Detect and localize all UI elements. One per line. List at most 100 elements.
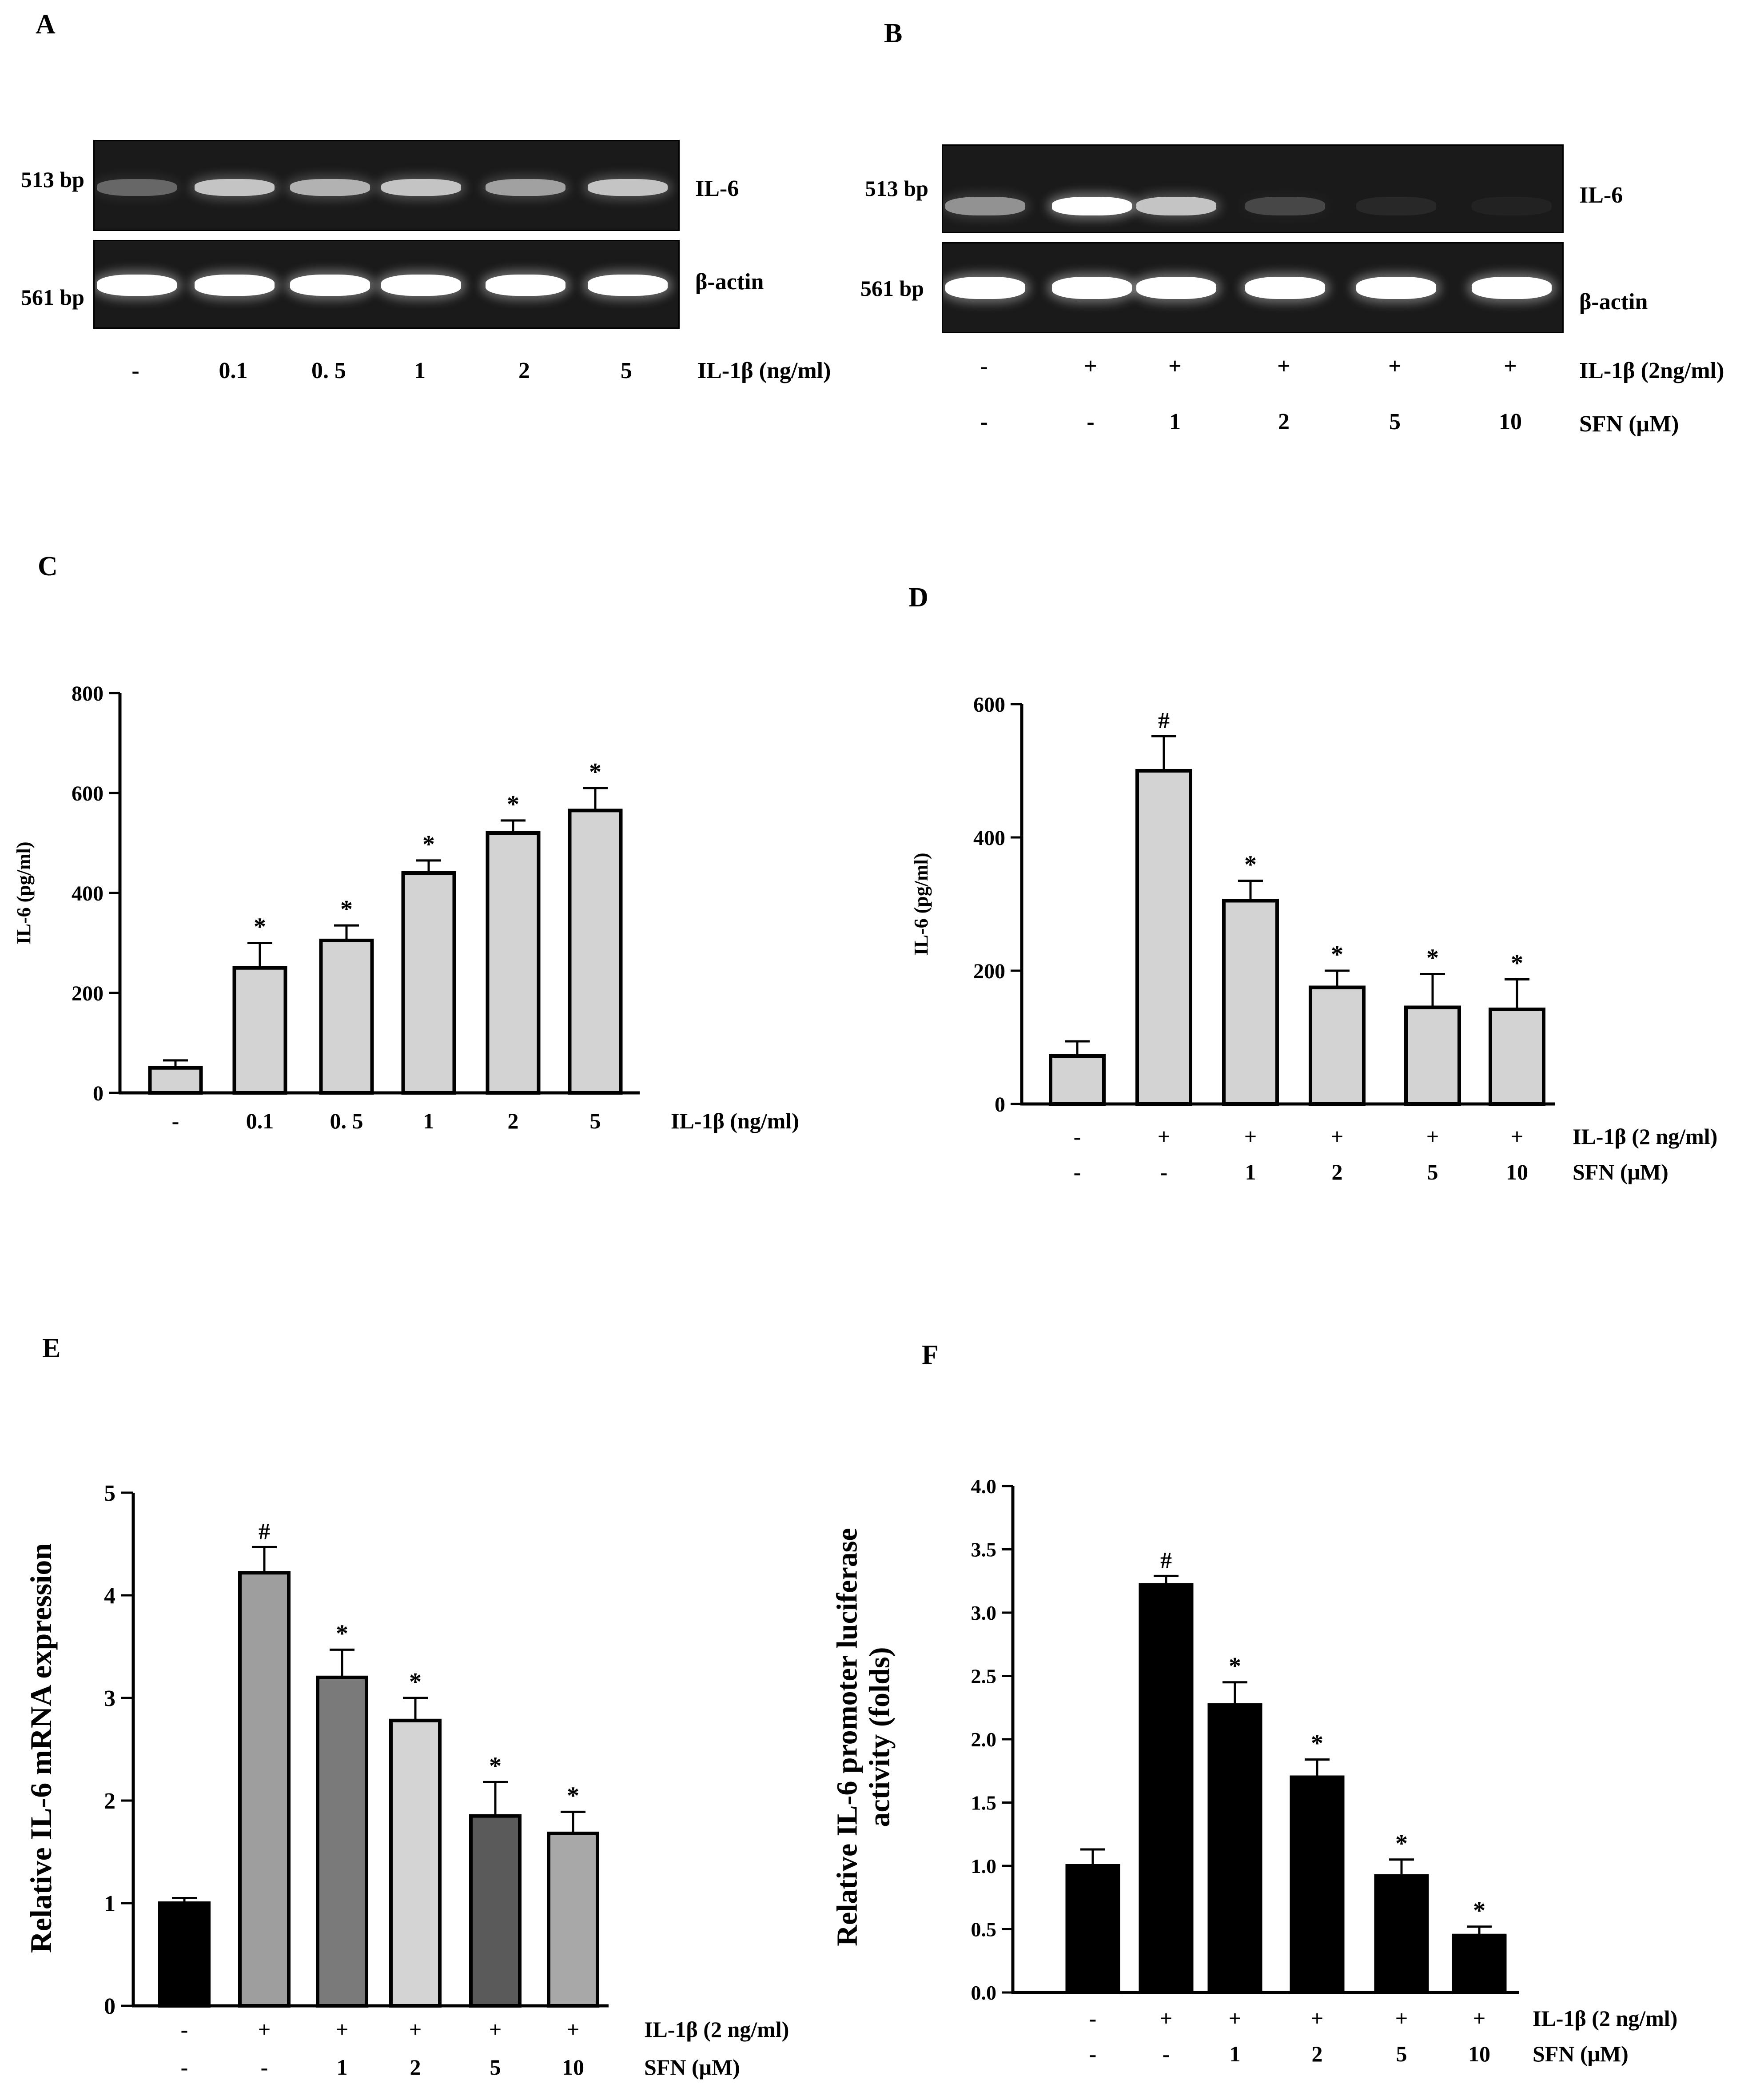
category-label: 1	[337, 2055, 348, 2080]
gel-band-b-il6-3	[1136, 197, 1216, 215]
y-tick-label: 2.0	[971, 1728, 997, 1751]
significance-marker: *	[1473, 1897, 1485, 1925]
lane-label-b-row2-1: -	[980, 409, 988, 434]
category-label: +	[489, 2017, 502, 2042]
gel-image-b-il6	[942, 144, 1564, 233]
bar	[1207, 1703, 1262, 1995]
bar	[1290, 1775, 1345, 1994]
bar	[1489, 1008, 1545, 1106]
gel-band-a-il6-5	[486, 179, 565, 196]
category-label: +	[336, 2017, 349, 2042]
band-size-label-a-actin: 561 bp	[20, 285, 84, 310]
gel-image-b-actin	[942, 242, 1564, 333]
category-label: 5	[1396, 2041, 1407, 2066]
gel-band-a-il6-2	[195, 179, 275, 196]
significance-marker: *	[489, 1752, 502, 1780]
y-tick-label: 0	[104, 1994, 115, 2019]
y-tick-label: 3	[104, 1686, 115, 1711]
category-label: -	[1163, 2041, 1170, 2066]
lane-label-a-6: 5	[621, 358, 632, 383]
bar	[1309, 985, 1366, 1106]
significance-marker: *	[1511, 950, 1523, 977]
gel-band-a-actin-6	[588, 275, 668, 296]
significance-marker: *	[422, 831, 435, 858]
band-size-label-a-il6: 513 bp	[20, 167, 84, 192]
lane-label-a-2: 0.1	[219, 358, 248, 383]
category-label: +	[1511, 1124, 1524, 1149]
significance-marker: *	[340, 896, 353, 923]
category-label: 10	[1468, 2041, 1490, 2066]
gel-band-b-actin-3	[1136, 277, 1216, 299]
bar	[1135, 769, 1192, 1106]
lane-label-b-row2-6: 10	[1499, 409, 1522, 434]
gel-band-a-il6-3	[290, 179, 370, 196]
gel-band-a-il6-4	[381, 179, 461, 196]
gel-band-b-actin-2	[1052, 277, 1132, 299]
gel-band-a-actin-2	[195, 275, 275, 296]
bar	[238, 1571, 291, 2008]
gel-band-b-actin-6	[1472, 277, 1552, 299]
panel-letter-c: C	[38, 551, 58, 582]
gel-band-a-il6-6	[588, 179, 668, 196]
significance-marker: *	[1229, 1653, 1241, 1680]
gel-band-a-actin-5	[486, 275, 565, 296]
category-label: 10	[562, 2055, 584, 2080]
significance-marker: #	[1158, 708, 1170, 733]
y-tick-label: 200	[973, 960, 1005, 983]
gel-band-b-actin-5	[1356, 277, 1436, 299]
y-axis-label: Relative IL-6 promoter luciferase	[831, 1528, 864, 1946]
category-label: -	[1089, 2041, 1097, 2066]
y-tick-label: 1	[104, 1891, 115, 1917]
category-label: 5	[1427, 1160, 1438, 1184]
chart-panel-c: C 0 200 400 600 800 IL-6 (pg/ml) * * * * * - 0.1 0. 5 1…	[13, 551, 799, 1133]
gel-band-b-il6-6	[1472, 197, 1552, 215]
lane-label-a-5: 2	[518, 358, 530, 383]
lane-label-b-row2-5: 5	[1389, 409, 1401, 434]
chart-panel-f: F 0.0 0.5 1.0 1.5 2.0 2.5 3.0 3.5 4.0 Relative IL-…	[831, 1340, 1678, 2066]
bar	[316, 1675, 368, 2008]
category-label: +	[1158, 1124, 1171, 1149]
bar	[547, 1831, 599, 2008]
bar	[486, 831, 541, 1095]
category-label: 2	[1332, 1160, 1343, 1184]
category-label: -	[172, 1108, 179, 1133]
gel-band-b-actin-1	[945, 277, 1025, 299]
gel-image-a-il6	[93, 140, 680, 231]
gene-label-b-il6: IL-6	[1579, 183, 1623, 208]
panel-letter-b: B	[884, 18, 903, 48]
category-label: 2	[1312, 2041, 1323, 2066]
y-tick-label: 400	[973, 826, 1005, 850]
bar	[469, 1814, 522, 2008]
category-label: 1	[423, 1108, 434, 1133]
row-label: SFN (μM)	[1533, 2041, 1629, 2066]
y-axis-label: IL-6 (pg/ml)	[910, 853, 932, 956]
category-label: 5	[490, 2055, 501, 2080]
category-label: +	[1473, 2006, 1486, 2031]
significance-marker: *	[589, 758, 601, 786]
gel-band-a-actin-3	[290, 275, 370, 296]
lane-label-b-row2-4: 2	[1278, 409, 1290, 434]
category-label: 5	[590, 1108, 601, 1133]
category-label: -	[261, 2055, 268, 2080]
gel-band-b-il6-4	[1245, 197, 1325, 215]
panel-letter-d: D	[908, 582, 928, 613]
row-label: SFN (μM)	[1573, 1160, 1668, 1184]
lane-label-a-4: 1	[414, 358, 426, 383]
category-label: 0. 5	[330, 1108, 363, 1133]
category-label: -	[1074, 1160, 1081, 1184]
significance-marker: *	[567, 1782, 579, 1809]
category-label: 2	[508, 1108, 519, 1133]
y-tick-label: 2.5	[971, 1665, 997, 1688]
lane-label-b-row1-5: +	[1388, 354, 1402, 379]
category-label: +	[1311, 2006, 1324, 2031]
bar	[158, 1901, 211, 2008]
y-tick-label: 3.5	[971, 1538, 997, 1561]
significance-marker: *	[409, 1668, 422, 1696]
row-label: IL-1β (ng/ml)	[671, 1108, 799, 1133]
lane-label-b-row1-4: +	[1277, 354, 1290, 379]
gene-label-a-il6: IL-6	[695, 176, 739, 201]
y-tick-label: 200	[72, 982, 104, 1005]
category-label: +	[409, 2017, 422, 2042]
chart-panel-d: D 0 200 400 600 IL-6 (pg/ml) # * * * * - + + + + + IL-1β …	[908, 582, 1717, 1184]
row-label: IL-1β (2 ng/ml)	[1573, 1124, 1717, 1149]
